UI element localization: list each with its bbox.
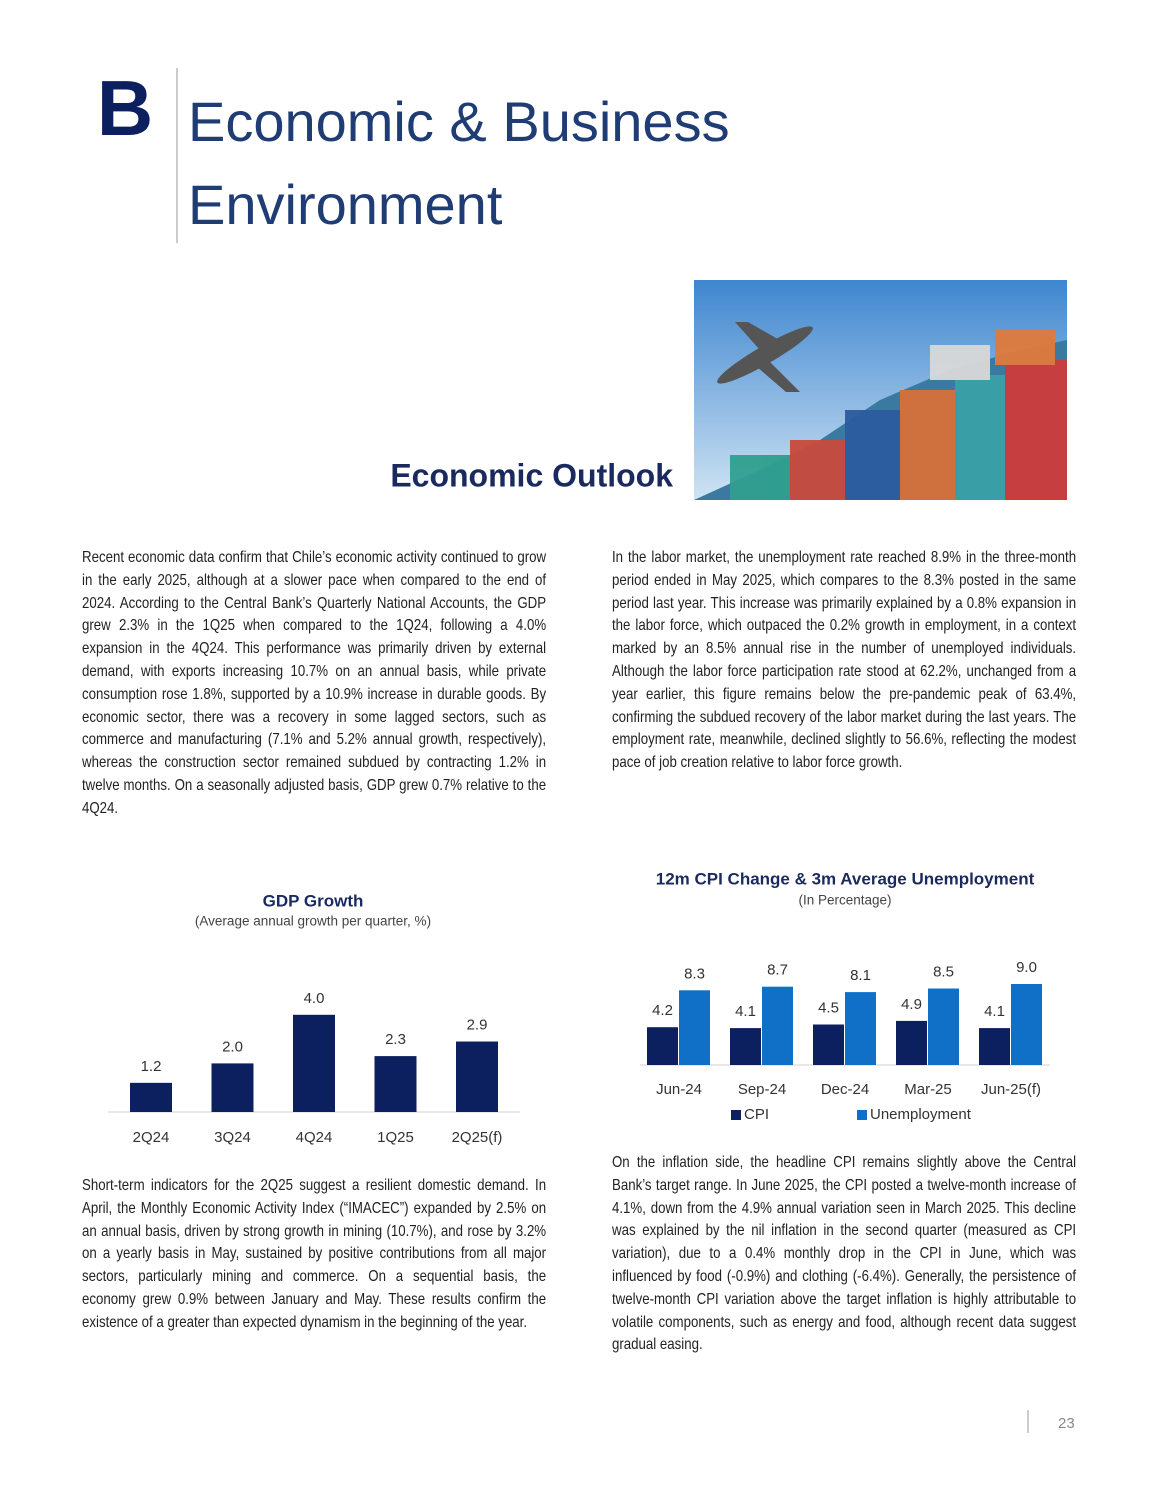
x-tick-label: Mar-25 (904, 1081, 952, 1098)
data-label: 1.2 (141, 1058, 162, 1075)
x-tick-label: 4Q24 (296, 1129, 333, 1146)
paragraph: In the labor market, the unemployment ra… (612, 549, 1077, 772)
data-label: 2.3 (385, 1031, 406, 1048)
data-label: 2.0 (222, 1038, 243, 1055)
data-label: 4.2 (652, 1002, 673, 1019)
bar (374, 1056, 417, 1112)
photo (694, 280, 1067, 500)
data-label: 4.9 (901, 996, 922, 1013)
bar (211, 1063, 254, 1112)
page-title: Economic & Business Environment (188, 90, 730, 236)
chart-subtitle: (Average annual growth per quarter, %) (195, 914, 431, 929)
data-label: 4.1 (735, 1003, 756, 1020)
bar (456, 1041, 498, 1112)
x-tick-label: Dec-24 (821, 1081, 869, 1098)
x-tick-label: 3Q24 (214, 1129, 251, 1146)
bar (1011, 984, 1042, 1065)
data-label: 9.0 (1016, 959, 1037, 976)
bar (647, 1027, 678, 1065)
chart-title: GDP Growth (263, 891, 364, 910)
data-label: 4.5 (818, 999, 839, 1016)
paragraph: Short-term indicators for the 2Q25 sugge… (82, 1177, 547, 1331)
data-label: 8.7 (767, 962, 788, 979)
chart-title: 12m CPI Change & 3m Average Unemployment (656, 869, 1035, 888)
data-label: 4.1 (984, 1003, 1005, 1020)
x-tick-label: 2Q25(f) (452, 1129, 503, 1146)
x-tick-label: 2Q24 (133, 1129, 170, 1146)
bar (845, 992, 876, 1065)
x-tick-label: Jun-25(f) (981, 1081, 1041, 1098)
x-tick-label: 1Q25 (377, 1129, 414, 1146)
bar (813, 1024, 844, 1065)
bar (130, 1082, 172, 1112)
data-label: 2.9 (467, 1016, 488, 1033)
bar (928, 988, 959, 1065)
section-title: Economic Outlook (390, 457, 673, 493)
x-tick-label: Jun-24 (656, 1081, 702, 1098)
bar (730, 1028, 761, 1065)
bar (762, 986, 793, 1065)
bar (679, 990, 710, 1065)
paragraph: On the inflation side, the headline CPI … (612, 1154, 1077, 1354)
bar (979, 1028, 1010, 1065)
legend-swatch (857, 1110, 867, 1120)
logo: B (97, 64, 153, 152)
bar (896, 1020, 927, 1065)
data-label: 8.5 (933, 963, 954, 980)
bar (293, 1014, 335, 1112)
x-tick-label: Sep-24 (738, 1081, 786, 1098)
legend-label: Unemployment (870, 1106, 972, 1123)
paragraph: Recent economic data confirm that Chile’… (82, 549, 547, 817)
data-label: 8.1 (850, 967, 871, 984)
data-label: 8.3 (684, 965, 705, 982)
legend-label: CPI (744, 1106, 769, 1123)
chart-subtitle: (In Percentage) (798, 893, 891, 908)
data-label: 4.0 (304, 990, 325, 1007)
page-number: 23 (1058, 1415, 1075, 1432)
legend-swatch (731, 1110, 741, 1120)
